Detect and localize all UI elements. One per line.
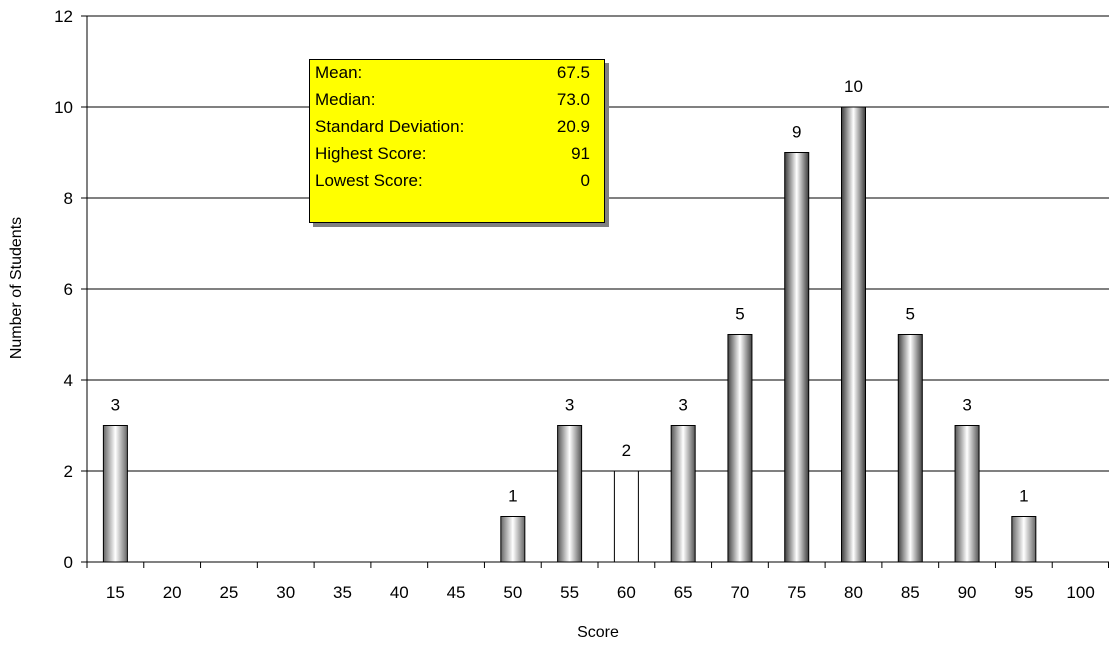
bar-65 (671, 426, 695, 563)
stat-row-std-dev: Standard Deviation: 20.9 (310, 117, 604, 139)
bar-80 (842, 107, 866, 562)
bar-85 (898, 335, 922, 563)
x-tick-label: 35 (333, 583, 352, 602)
stat-label: Highest Score: (315, 144, 427, 164)
bar-75 (785, 153, 809, 563)
y-axis-title: Number of Students (8, 217, 25, 359)
stat-row-lowest: Lowest Score: 0 (310, 171, 604, 193)
x-tick-label: 75 (787, 583, 806, 602)
y-tick-label: 10 (54, 98, 73, 117)
bar-95 (1012, 517, 1036, 563)
x-tick-label: 70 (730, 583, 749, 602)
data-label: 3 (962, 396, 971, 415)
y-tick-labels: 0 2 4 6 8 10 12 (54, 7, 73, 572)
statistics-box: Mean: 67.5 Median: 73.0 Standard Deviati… (309, 59, 605, 223)
stat-value: 91 (571, 144, 590, 164)
x-tick-label: 90 (958, 583, 977, 602)
data-label: 3 (678, 396, 687, 415)
stat-value: 0 (581, 171, 590, 191)
x-tick-label: 95 (1014, 583, 1033, 602)
stat-label: Standard Deviation: (315, 117, 464, 137)
x-tick-label: 40 (390, 583, 409, 602)
x-tick-label: 85 (901, 583, 920, 602)
stat-label: Lowest Score: (315, 171, 423, 191)
stat-label: Median: (315, 90, 375, 110)
bar-60 (614, 471, 638, 562)
y-tick-label: 8 (64, 189, 73, 208)
data-label: 5 (735, 305, 744, 324)
y-tick-label: 2 (64, 462, 73, 481)
bar-55 (558, 426, 582, 563)
data-label: 5 (906, 305, 915, 324)
data-label: 9 (792, 123, 801, 142)
x-tick-label: 15 (106, 583, 125, 602)
stat-label: Mean: (315, 63, 362, 83)
x-tick-label: 80 (844, 583, 863, 602)
x-tick-label: 50 (503, 583, 522, 602)
stat-value: 20.9 (557, 117, 590, 137)
y-tick-label: 4 (64, 371, 73, 390)
x-tick-label: 20 (163, 583, 182, 602)
stat-row-mean: Mean: 67.5 (310, 63, 604, 85)
data-label: 2 (622, 441, 631, 460)
data-label: 3 (111, 396, 120, 415)
x-tick-label: 25 (219, 583, 238, 602)
x-tick-label: 60 (617, 583, 636, 602)
stat-value: 67.5 (557, 63, 590, 83)
stat-row-highest: Highest Score: 91 (310, 144, 604, 166)
y-tick-label: 0 (64, 553, 73, 572)
bar-15 (103, 426, 127, 563)
data-label: 10 (844, 77, 863, 96)
x-tick-label: 65 (674, 583, 693, 602)
stat-row-median: Median: 73.0 (310, 90, 604, 112)
data-label: 1 (1019, 487, 1028, 506)
x-tick-label: 100 (1066, 583, 1094, 602)
data-label: 3 (565, 396, 574, 415)
x-tick-labels: 15 20 25 30 35 40 45 50 55 60 65 70 75 80 85 90 95 100 (106, 583, 1095, 602)
y-tick-label: 6 (64, 280, 73, 299)
data-label: 1 (508, 487, 517, 506)
y-tick-label: 12 (54, 7, 73, 26)
bar-50 (501, 517, 525, 563)
x-tick-label: 30 (276, 583, 295, 602)
x-axis-title: Score (577, 624, 619, 641)
stat-value: 73.0 (557, 90, 590, 110)
x-tick-label: 55 (560, 583, 579, 602)
x-tick-label: 45 (447, 583, 466, 602)
bar-70 (728, 335, 752, 563)
bar-90 (955, 426, 979, 563)
